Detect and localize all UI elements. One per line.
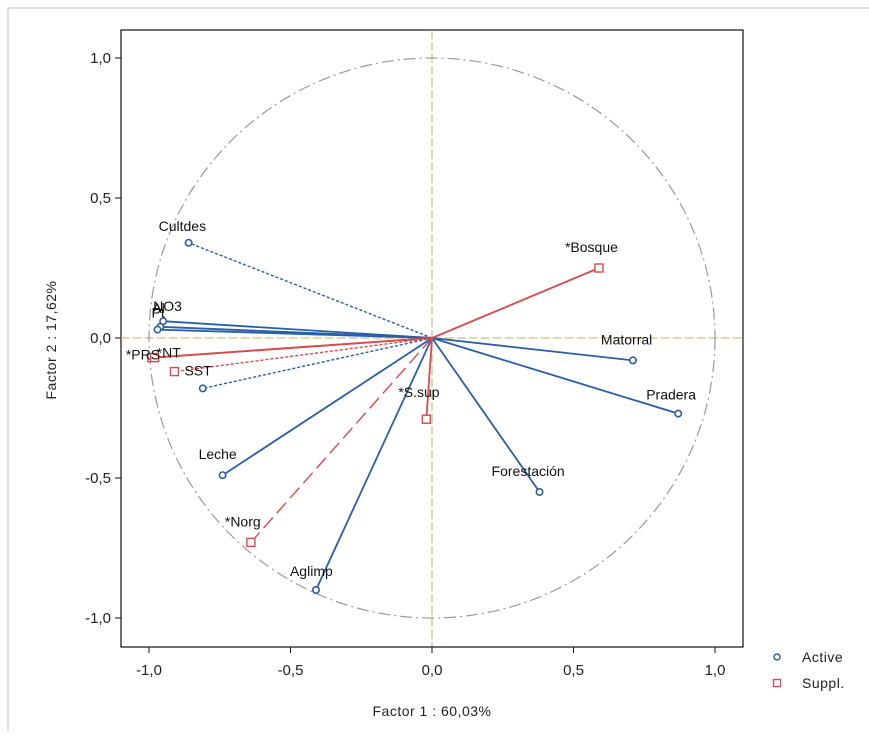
points	[147, 238, 683, 594]
x-tick-label-4: 1,0	[705, 662, 726, 679]
point-active-matorral-8	[628, 356, 637, 365]
outer-frame	[7, 7, 869, 731]
vector-active-no3-1	[163, 320, 433, 339]
legend: Active Suppl.	[772, 649, 845, 691]
label-active-leche-5: Leche	[199, 446, 237, 462]
point-suppl-nt-1	[149, 352, 160, 363]
label-active-forestaci-n-7: Forestación	[492, 463, 565, 479]
y-tick-label-1: 0,5	[90, 190, 111, 207]
point-suppl-norg-3	[246, 537, 256, 548]
axis-ticks: -1,0 -0,5 0,0 0,5 1,0 1,0 0,5 0,0 -0,5 -1,0	[85, 50, 725, 679]
legend-suppl-label: Suppl.	[802, 675, 845, 691]
vector-active-leche-5	[222, 337, 433, 476]
vector-active-matorral-8	[431, 337, 634, 362]
point-suppl-s-sup-4	[421, 414, 432, 424]
vector-active-pradera-9	[431, 337, 679, 415]
point-suppl-bosque-5	[594, 263, 604, 273]
vector-active-aglimp-6	[315, 337, 433, 591]
vector-suppl-nt-1	[154, 337, 433, 359]
label-active-al-2: Al	[152, 300, 164, 316]
label-suppl-norg-3: *Norg	[225, 513, 261, 529]
vector-active-forestaci-n-7	[431, 337, 541, 493]
correlation-circle	[148, 57, 716, 619]
vector-suppl-s-sup-4	[425, 337, 433, 420]
point-active-leche-5	[218, 471, 227, 480]
legend-active-marker	[773, 653, 781, 661]
label-active-aglimp-6: Aglimp	[290, 563, 333, 579]
point-active-cultdes-0	[184, 238, 193, 247]
y-tick-label-0: 1,0	[90, 50, 111, 67]
vector-suppl-sst-2	[174, 337, 433, 373]
label-active-matorral-8: Matorral	[601, 331, 652, 347]
label-suppl-nt-1: *NT	[157, 345, 182, 361]
unit-circle	[148, 57, 716, 619]
vector-active-pt-3	[157, 328, 433, 339]
label-active-pt-3: Pt	[151, 305, 164, 321]
vector-suppl-bosque-5	[431, 267, 600, 339]
vector-active-unnamed-4	[202, 337, 433, 390]
y-axis-title: Factor 2 : 17,62%	[43, 280, 59, 399]
label-suppl-prs-0: *PRS	[126, 347, 160, 363]
legend-suppl-marker	[772, 678, 782, 688]
legend-active-label: Active	[802, 649, 843, 665]
point-active-unnamed-4	[198, 384, 207, 393]
x-tick-label-1: -0,5	[278, 662, 304, 679]
point-active-forestaci-n-7	[535, 487, 544, 496]
x-tick-label-0: -1,0	[136, 662, 162, 679]
x-tick-label-3: 0,5	[563, 662, 584, 679]
point-active-aglimp-6	[311, 585, 320, 594]
label-active-no3-1: NO3	[153, 298, 182, 314]
label-active-cultdes-0: Cultdes	[159, 218, 206, 234]
x-tick-label-2: 0,0	[422, 662, 443, 679]
y-tick-label-4: -1,0	[85, 610, 111, 627]
point-active-pradera-9	[674, 409, 683, 418]
x-axis-title: Factor 1 : 60,03%	[372, 703, 491, 719]
vector-suppl-norg-3	[250, 337, 433, 543]
y-tick-label-3: -0,5	[85, 470, 111, 487]
vectors	[151, 242, 679, 591]
point-active-pt-3	[153, 325, 162, 334]
label-suppl-bosque-5: *Bosque	[565, 239, 618, 255]
point-suppl-sst-2	[169, 366, 180, 377]
y-tick-label-2: 0,0	[90, 330, 111, 347]
label-active-pradera-9: Pradera	[646, 387, 696, 403]
label-suppl-s-sup-4: *S.sup	[398, 384, 439, 400]
vector-active-cultdes-0	[188, 242, 433, 339]
label-suppl-sst-2: SST	[184, 363, 212, 379]
